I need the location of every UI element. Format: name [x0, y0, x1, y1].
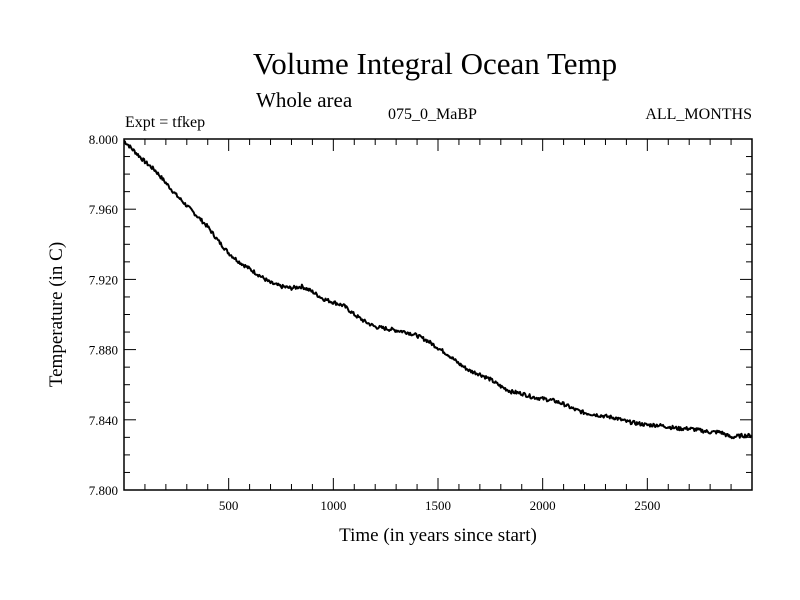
y-tick-label: 7.840 [89, 413, 118, 428]
y-tick-label: 7.880 [89, 343, 118, 358]
y-tick-label: 7.800 [89, 483, 118, 498]
ticks-layer [124, 139, 752, 490]
y-axis-title: Temperature (in C) [46, 242, 67, 387]
tick-labels-layer: 500 1000 1500 2000 2500 7.800 7.840 7.880 7.920 7… [89, 132, 661, 513]
y-tick-label: 8.000 [89, 132, 118, 147]
months-label: ALL_MONTHS [645, 106, 752, 123]
y-tick-label: 7.960 [89, 202, 118, 217]
chart-title: Volume Integral Ocean Temp [252, 46, 618, 81]
experiment-label: Expt = tfkep [125, 114, 206, 131]
x-tick-label: 500 [219, 498, 239, 513]
x-tick-label: 2500 [634, 498, 660, 513]
chart-subtitle: Whole area [256, 88, 353, 112]
x-tick-label: 1000 [320, 498, 346, 513]
x-axis-title: Time (in years since start) [339, 525, 537, 546]
y-tick-label: 7.920 [89, 272, 118, 287]
case-label: 075_0_MaBP [388, 106, 477, 123]
plot-frame [123, 138, 753, 491]
x-tick-label: 1500 [425, 498, 451, 513]
series-line [123, 139, 753, 440]
x-tick-label: 2000 [530, 498, 556, 513]
